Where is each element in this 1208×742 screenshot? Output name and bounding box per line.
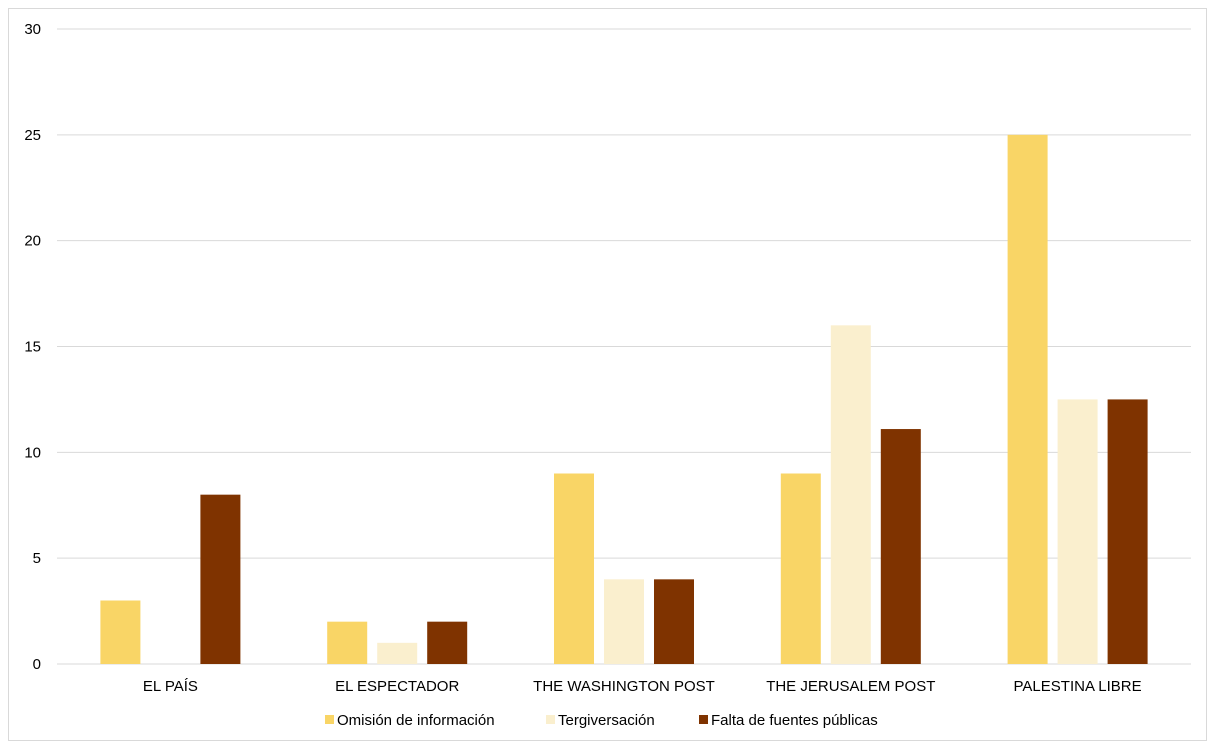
bar <box>200 494 241 664</box>
y-tick-label: 20 <box>24 233 41 250</box>
bar <box>377 642 418 664</box>
bar <box>327 621 368 664</box>
bar <box>554 473 594 664</box>
bar <box>830 325 871 664</box>
x-category-label: THE JERUSALEM POST <box>766 678 935 695</box>
bar <box>880 429 921 664</box>
bar <box>1107 399 1148 664</box>
x-category-label: PALESTINA LIBRE <box>1014 678 1142 695</box>
bar <box>780 473 821 664</box>
y-tick-label: 10 <box>24 444 41 461</box>
x-category-label: EL PAÍS <box>143 678 198 695</box>
y-tick-label: 15 <box>24 339 41 356</box>
legend-swatch <box>546 715 555 724</box>
x-category-label: THE WASHINGTON POST <box>533 678 715 695</box>
y-tick-label: 0 <box>33 656 41 673</box>
bar <box>604 579 644 664</box>
y-tick-label: 30 <box>24 21 41 38</box>
y-axis-ticks: 0 5 10 15 20 25 30 <box>24 21 41 673</box>
x-category-label: EL ESPECTADOR <box>335 678 459 695</box>
legend-label: Falta de fuentes públicas <box>711 712 878 729</box>
legend: Omisión de información Tergiversación Falt… <box>325 712 878 729</box>
legend-label: Tergiversación <box>558 712 655 729</box>
bar <box>1007 134 1048 665</box>
bar <box>1057 399 1098 664</box>
bars <box>100 134 1148 665</box>
legend-swatch <box>699 715 708 724</box>
x-axis-categories: EL PAÍS EL ESPECTADOR THE WASHINGTON POST T… <box>143 678 1142 695</box>
legend-swatch <box>325 715 334 724</box>
gridlines <box>57 28 1191 665</box>
bar <box>427 621 468 664</box>
y-tick-label: 25 <box>24 127 41 144</box>
bar <box>100 600 141 664</box>
y-tick-label: 5 <box>33 550 41 567</box>
bar <box>654 579 694 664</box>
legend-label: Omisión de información <box>337 712 495 729</box>
